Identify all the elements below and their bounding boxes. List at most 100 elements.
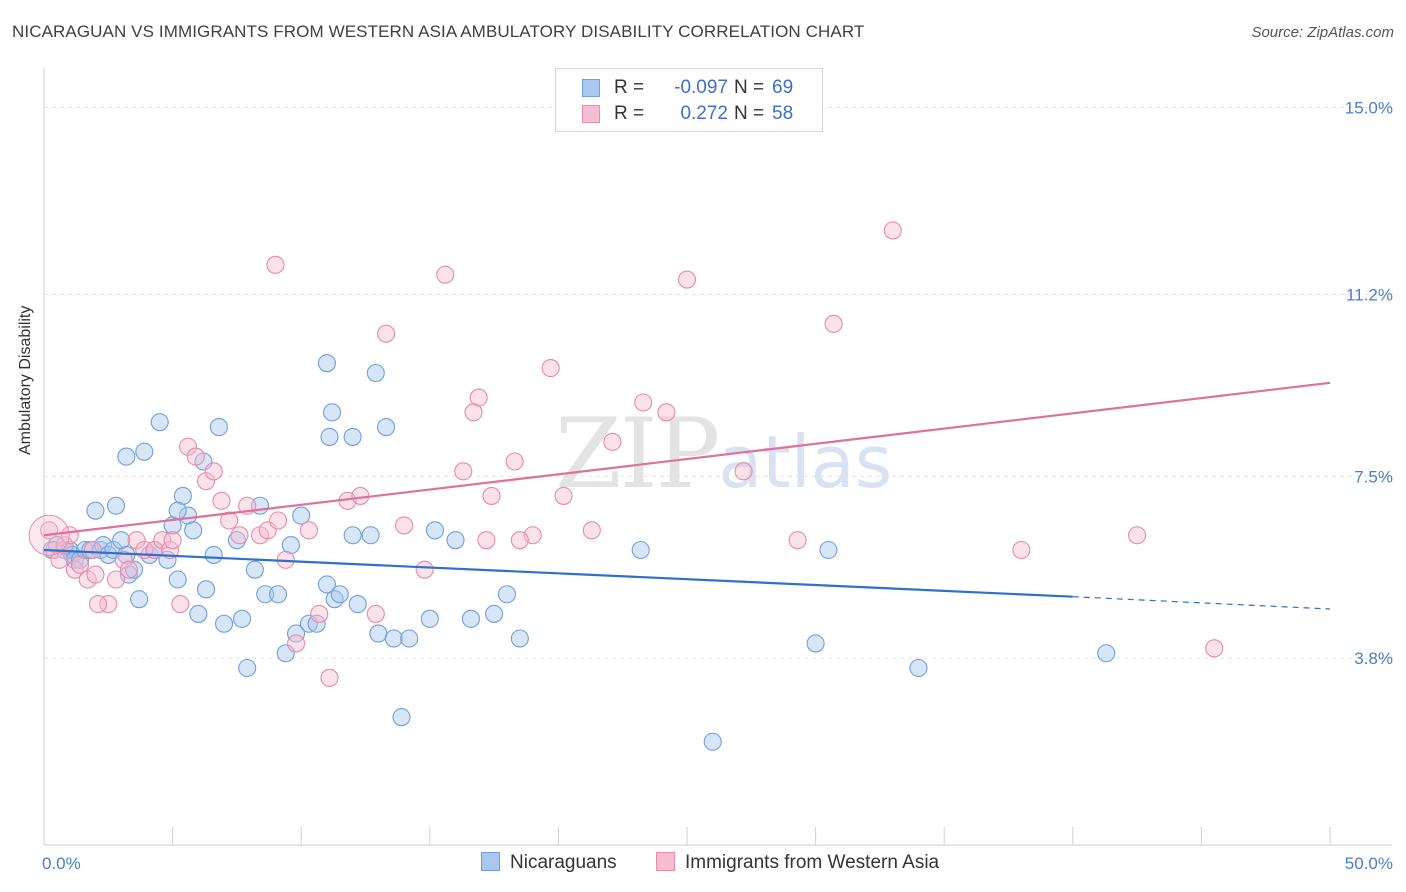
western-asia-point (603, 432, 622, 451)
western-asia-point (454, 462, 473, 481)
nicaraguan-point (135, 442, 154, 461)
nicaraguan-point (343, 526, 362, 545)
watermark-zip: ZIP (555, 398, 720, 510)
nicaraguan-point (227, 531, 246, 550)
western-asia-point (88, 595, 108, 614)
western-asia-point (377, 324, 396, 343)
nicaraguan-point (325, 590, 344, 609)
western-asia-point (677, 270, 697, 289)
bottom-legend-swatch-blue (481, 852, 500, 871)
nicaraguan-point (510, 629, 529, 648)
nicaraguan-point (631, 540, 650, 560)
legend-swatch-blue (582, 79, 600, 97)
western-asia-point (1128, 526, 1147, 545)
nicaraguan-point (269, 585, 288, 604)
western-asia-point (477, 531, 496, 550)
western-asia-point (299, 521, 318, 540)
nicaraguan-point (343, 427, 362, 446)
nicaraguan-point (330, 585, 349, 604)
y-tick-label: 7.5% (1354, 467, 1393, 486)
watermark-atlas: atlas (718, 420, 893, 504)
nicaraguan-point (238, 658, 257, 678)
western-asia-point (266, 255, 285, 274)
western-asia-point (99, 595, 118, 614)
nicaraguan-point (204, 545, 223, 564)
western-asia-point (657, 403, 676, 422)
western-asia-point (106, 570, 126, 589)
watermark: ZIPatlas (555, 398, 892, 510)
western-asia-point (734, 462, 753, 481)
bottom-legend-label: Nicaraguans (510, 852, 617, 873)
western-asia-point (554, 486, 573, 505)
western-asia-point (196, 472, 216, 491)
nicaraguan-point (323, 403, 342, 422)
nicaraguan-point (420, 609, 439, 628)
legend-swatch-pink (582, 105, 600, 123)
nicaraguan-point (232, 609, 252, 628)
bottom-legend-label: Immigrants from Western Asia (685, 852, 940, 873)
nicaraguan-point (106, 496, 126, 515)
nicaraguan-point (320, 427, 339, 446)
western-asia-point (204, 462, 223, 481)
nicaraguan-point (292, 506, 311, 525)
western-asia-point (1205, 639, 1224, 658)
nicaraguan-point (1097, 644, 1116, 663)
nicaraguan-point (245, 560, 264, 579)
western-asia-point (482, 486, 501, 505)
nicaraguan-point (214, 614, 234, 633)
legend-r-label: R = (614, 103, 645, 124)
western-asia-point (119, 560, 138, 579)
western-asia-point (70, 555, 90, 574)
y-tick-label: 3.8% (1354, 649, 1393, 668)
western-asia-point (65, 560, 84, 579)
nicaraguan-point (317, 354, 336, 373)
western-asia-point (287, 634, 306, 653)
correlation-legend: R = -0.097 N = 69 R = 0.272 N = 58 (555, 68, 823, 132)
western-asia-point (178, 437, 198, 456)
nicaraguan-point (384, 629, 403, 648)
chart-title: NICARAGUAN VS IMMIGRANTS FROM WESTERN AS… (12, 22, 865, 41)
western-asia-point (395, 516, 414, 535)
source-label: Source: ZipAtlas.com (1251, 24, 1394, 41)
nicaraguan-point (461, 609, 481, 628)
nicaraguan-point (189, 604, 208, 623)
western-asia-point (163, 531, 182, 550)
western-asia-point (788, 531, 807, 550)
western-asia-point (436, 265, 455, 284)
nicaraguan-point (168, 570, 187, 589)
western-asia-point (1012, 540, 1031, 560)
nicaraguan-point (209, 418, 228, 437)
nicaraguan-point (485, 604, 504, 623)
western-asia-point (824, 314, 843, 333)
western-asia-point (171, 595, 190, 614)
x-tick-label: 50.0% (1345, 854, 1393, 873)
legend-n-label: N = (734, 103, 765, 124)
nicaraguan-point (446, 531, 465, 550)
nicaraguan-trend-extension (1072, 596, 1331, 610)
nicaraguan-point (369, 624, 388, 643)
legend-n-value: 69 (772, 77, 794, 98)
western-asia-point (186, 447, 205, 466)
western-asia-trend-line (43, 381, 1331, 537)
legend-r-value: -0.097 (674, 77, 728, 98)
western-asia-point (212, 491, 231, 510)
western-asia-point (510, 531, 529, 550)
bottom-legend-nicaraguans: Nicaraguans (481, 852, 617, 874)
nicaraguan-point (348, 595, 367, 614)
legend-r-value: 0.272 (680, 103, 728, 124)
nicaraguan-point (86, 501, 105, 520)
western-asia-point (320, 668, 339, 687)
nicaraguan-point (361, 526, 380, 545)
western-asia-point (83, 540, 102, 560)
nicaraguan-point (497, 585, 517, 604)
nicaraguan-point (317, 575, 336, 594)
nicaraguan-point (703, 732, 722, 751)
nicaraguan-point (806, 634, 825, 653)
nicaraguan-point (130, 590, 149, 609)
western-asia-point (153, 531, 172, 550)
nicaraguan-point (377, 418, 396, 437)
western-asia-point (269, 511, 288, 530)
western-asia-point (351, 486, 370, 505)
nicaraguan-point (168, 501, 187, 520)
